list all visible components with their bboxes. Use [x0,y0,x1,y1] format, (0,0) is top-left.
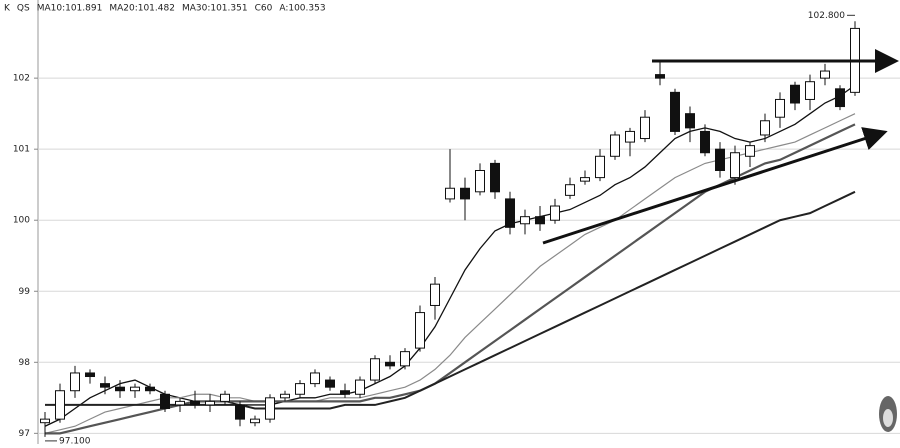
candle-body [445,187,455,200]
candle-body [820,70,830,79]
candle-body [790,84,800,104]
candle-body [295,383,305,395]
candle-body [490,162,500,193]
candle-body [805,81,815,100]
y-tick-label: 98 [19,358,31,368]
candle-body [535,216,545,225]
trend-arrow [542,127,888,245]
candle-body [280,393,290,399]
candle-body [85,372,95,378]
candle-body [430,283,440,306]
high-label: 102.800 [808,11,845,21]
candle-body [310,372,320,385]
y-tick-label: 101 [13,145,30,155]
candle-body [565,184,575,196]
candle-body [625,130,635,143]
y-tick-label: 99 [19,287,31,297]
logo [879,396,897,432]
y-tick-label: 97 [19,429,30,439]
candle-body [115,386,125,392]
candle-body [235,404,245,420]
candle-body [100,383,110,388]
candle-body [160,393,170,409]
candle-body [685,113,695,129]
header-item: A:100.353 [279,4,325,14]
candle-body [370,358,380,381]
candle-body [325,379,335,388]
candle-body [475,169,485,193]
candle-body [415,312,425,349]
candle-body [355,379,365,395]
candle-body [550,205,560,221]
ma-line [44,84,856,427]
low-label: 97.100 [59,436,91,444]
candle-body [265,397,275,420]
candle-body [70,372,80,392]
candle-body [580,177,590,182]
candle-body [730,152,740,179]
y-tick-label: 102 [13,74,30,84]
candle-body [250,418,260,424]
candle-body [400,351,410,367]
candle-body [700,130,710,154]
candle-body [190,400,200,406]
candle-body [175,400,185,406]
candle-body [40,418,50,424]
candle-body [340,390,350,395]
header-item: C60 [255,4,273,14]
header-item: MA10:101.891 [37,4,103,14]
candle-body [205,400,215,406]
candle-body [505,198,515,228]
candle-body [670,91,680,132]
ma-line [45,190,856,410]
candle-body [760,120,770,136]
candle-body [715,148,725,171]
candle-body [775,98,785,118]
candle-body [220,393,230,402]
candle-body [610,134,620,157]
candle-body [745,145,755,157]
candle-body [520,216,530,225]
header-item: QS [17,4,30,14]
y-tick-label: 100 [13,216,30,226]
header-item: K [4,4,11,14]
candle-body [595,155,605,179]
candle-body [55,390,65,420]
header-item: MA30:101.351 [182,4,248,14]
candle-body [145,386,155,392]
candle-body [130,386,140,392]
candle-body [385,361,395,367]
candle-body [835,88,845,108]
candle-body [640,116,650,140]
header-item: MA20:101.482 [109,4,175,14]
candle-body [460,187,470,200]
candle-body [655,74,665,79]
